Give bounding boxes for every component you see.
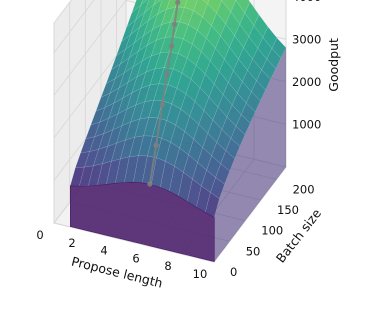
- surface-patch: [157, 0, 170, 15]
- tick-labels: 02468100501001502001000200030004000: [36, 0, 321, 281]
- optimal-path: [147, 0, 181, 187]
- optimal-path-point: [169, 43, 175, 49]
- x-tick-label: 2: [68, 236, 75, 250]
- x-tick-label: 6: [132, 251, 139, 265]
- surface-patch: [220, 0, 223, 2]
- surface-patch: [153, 0, 162, 6]
- optimal-path-point: [159, 101, 165, 108]
- x-axis-label: Propose length: [70, 254, 164, 291]
- grid-line-z: [53, 0, 95, 54]
- y-tick-label: 50: [246, 244, 261, 258]
- y-tick-label: 0: [230, 265, 237, 279]
- optimal-path-line: [148, 0, 180, 185]
- z-tick-label: 2000: [292, 75, 321, 89]
- z-axis-label: Goodput: [326, 38, 341, 92]
- surface-patch: [202, 0, 210, 5]
- x-tick-label: 8: [164, 259, 171, 273]
- x-tick-label: 0: [36, 228, 43, 242]
- y-tick-label: 200: [293, 182, 315, 196]
- x-tick-label: 10: [193, 267, 208, 281]
- z-tick-label: 1000: [292, 117, 321, 131]
- y-tick-label: 100: [261, 224, 283, 238]
- z-tick-label: 3000: [292, 32, 321, 46]
- optimal-path-point: [153, 142, 159, 148]
- surface-patch: [166, 0, 179, 10]
- z-tick-label: 4000: [292, 0, 321, 4]
- optimal-path-point: [172, 21, 178, 27]
- y-tick-label: 150: [277, 203, 299, 217]
- surface-right-face: [214, 47, 286, 262]
- surface-mesh: [69, 0, 287, 262]
- optimal-path-point: [147, 181, 153, 187]
- x-tick-label: 4: [100, 244, 107, 258]
- optimal-path-point: [164, 71, 170, 77]
- grid-line-y: [53, 23, 215, 263]
- optimal-path-point: [175, 0, 181, 6]
